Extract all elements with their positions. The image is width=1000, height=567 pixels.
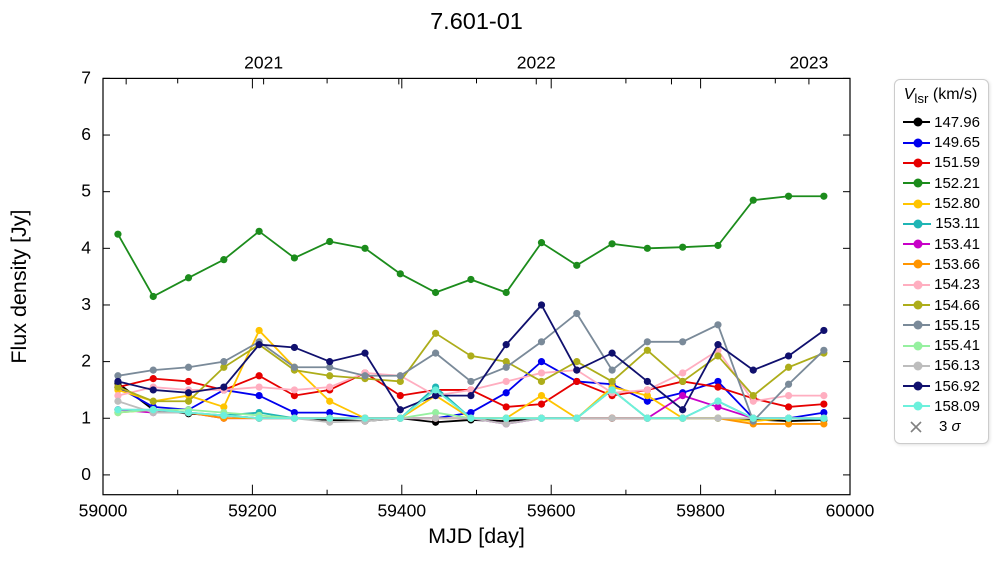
svg-text:2022: 2022 — [517, 52, 556, 72]
svg-text:59800: 59800 — [676, 501, 725, 521]
svg-text:2021: 2021 — [244, 52, 283, 72]
svg-text:5: 5 — [81, 181, 91, 201]
svg-text:59000: 59000 — [79, 501, 128, 521]
svg-text:0: 0 — [81, 464, 91, 484]
svg-text:1: 1 — [81, 407, 91, 427]
svg-text:59200: 59200 — [228, 501, 277, 521]
svg-text:7.601-01: 7.601-01 — [430, 8, 523, 34]
svg-text:Flux density [Jy]: Flux density [Jy] — [7, 209, 31, 363]
svg-text:60000: 60000 — [826, 501, 875, 521]
svg-text:MJD [day]: MJD [day] — [428, 524, 525, 548]
svg-text:7: 7 — [81, 67, 91, 87]
svg-text:2023: 2023 — [789, 52, 828, 72]
svg-text:4: 4 — [81, 237, 91, 257]
svg-text:2: 2 — [81, 351, 91, 371]
svg-text:59600: 59600 — [527, 501, 576, 521]
svg-text:6: 6 — [81, 124, 91, 144]
svg-text:3: 3 — [81, 294, 91, 314]
svg-text:59400: 59400 — [377, 501, 426, 521]
